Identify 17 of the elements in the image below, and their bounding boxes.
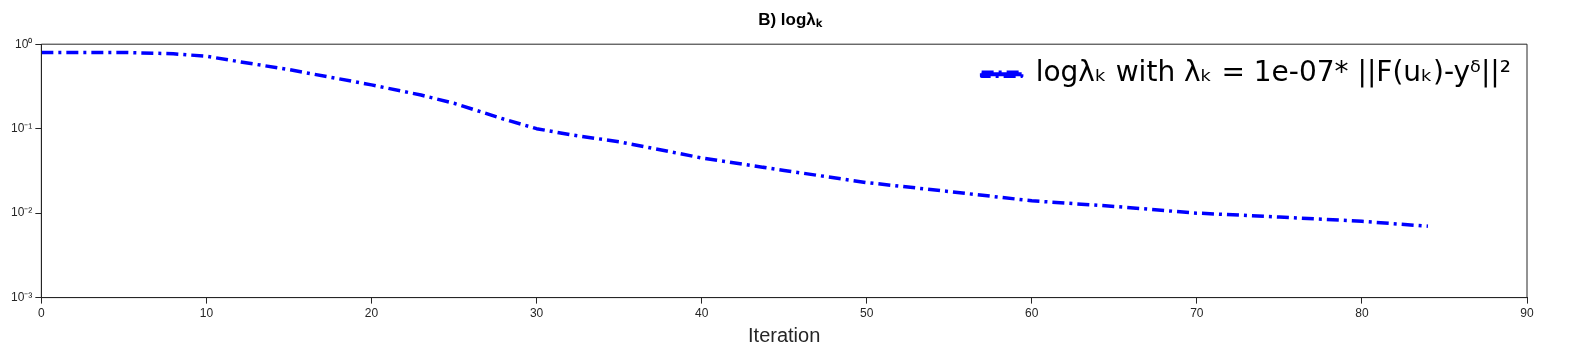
x-tick-label: 60 — [1025, 306, 1039, 321]
y-tick-label: 10⁻³ — [11, 289, 33, 304]
x-axis-title: Iteration — [748, 323, 821, 346]
x-tick-label: 50 — [860, 306, 874, 321]
y-tick-label: 10⁻² — [11, 205, 33, 220]
x-tick-label: 70 — [1190, 306, 1204, 321]
x-tick-label: 10 — [199, 306, 214, 321]
x-tick-label: 30 — [529, 306, 544, 321]
x-tick-label: 0 — [38, 306, 45, 321]
y-tick-label: 10⁰ — [14, 36, 33, 51]
x-tick-label: 20 — [364, 306, 379, 321]
y-tick-label: 10⁻¹ — [11, 120, 33, 135]
chart-title: B) logλₖ — [757, 9, 823, 31]
x-tick-label: 90 — [1520, 306, 1534, 321]
x-tick-label: 40 — [694, 306, 709, 321]
x-tick-label: 80 — [1355, 306, 1369, 321]
legend-label: logλₖ with λₖ = 1e-07* ||F(uₖ)-yᵟ||² — [1035, 55, 1511, 89]
